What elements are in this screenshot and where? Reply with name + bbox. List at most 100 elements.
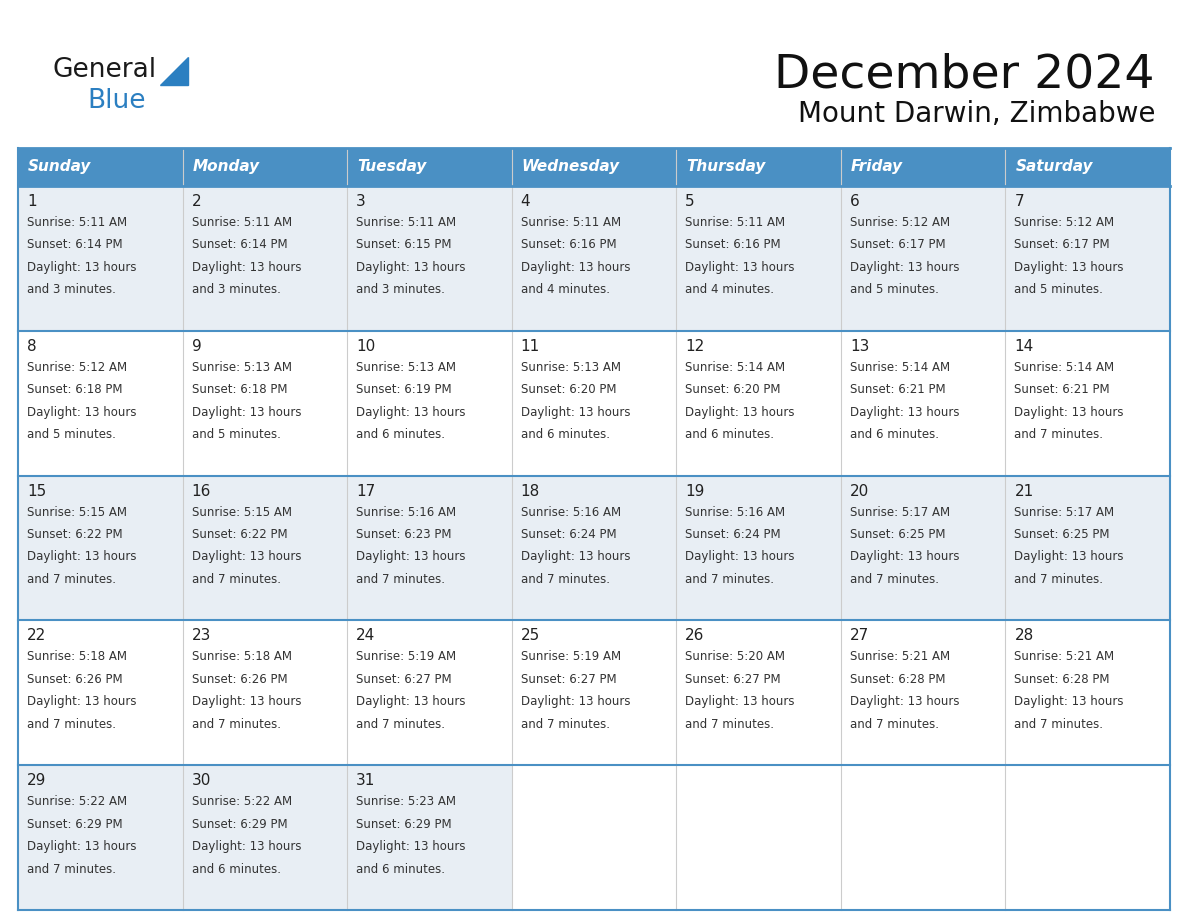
Text: Sunrise: 5:13 AM: Sunrise: 5:13 AM: [356, 361, 456, 374]
Text: 6: 6: [849, 194, 860, 209]
Text: Sunrise: 5:13 AM: Sunrise: 5:13 AM: [191, 361, 291, 374]
Text: Sunrise: 5:11 AM: Sunrise: 5:11 AM: [520, 216, 621, 229]
Text: Daylight: 13 hours: Daylight: 13 hours: [27, 695, 137, 709]
Text: 22: 22: [27, 629, 46, 644]
Text: Sunset: 6:16 PM: Sunset: 6:16 PM: [520, 239, 617, 252]
Text: 5: 5: [685, 194, 695, 209]
Text: and 4 minutes.: and 4 minutes.: [685, 284, 775, 297]
Bar: [841, 186, 1005, 330]
Text: Daylight: 13 hours: Daylight: 13 hours: [191, 551, 301, 564]
Text: Sunset: 6:14 PM: Sunset: 6:14 PM: [191, 239, 287, 252]
Text: and 5 minutes.: and 5 minutes.: [1015, 284, 1104, 297]
Text: 12: 12: [685, 339, 704, 353]
Text: Sunrise: 5:16 AM: Sunrise: 5:16 AM: [356, 506, 456, 519]
Text: and 6 minutes.: and 6 minutes.: [191, 863, 280, 876]
Text: Sunrise: 5:22 AM: Sunrise: 5:22 AM: [191, 795, 292, 808]
Text: Sunrise: 5:19 AM: Sunrise: 5:19 AM: [356, 650, 456, 664]
Bar: [512, 186, 676, 330]
Text: and 3 minutes.: and 3 minutes.: [356, 284, 446, 297]
Text: Sunrise: 5:18 AM: Sunrise: 5:18 AM: [27, 650, 127, 664]
Text: Thursday: Thursday: [687, 160, 765, 174]
Text: Sunset: 6:25 PM: Sunset: 6:25 PM: [1015, 528, 1110, 541]
Text: and 7 minutes.: and 7 minutes.: [27, 718, 116, 731]
Bar: [18, 330, 183, 476]
Text: Sunrise: 5:14 AM: Sunrise: 5:14 AM: [1015, 361, 1114, 374]
Text: 11: 11: [520, 339, 541, 353]
Text: Daylight: 13 hours: Daylight: 13 hours: [849, 261, 960, 274]
Text: Daylight: 13 hours: Daylight: 13 hours: [1015, 695, 1124, 709]
Text: Sunrise: 5:20 AM: Sunrise: 5:20 AM: [685, 650, 785, 664]
Text: and 7 minutes.: and 7 minutes.: [1015, 573, 1104, 586]
Text: Daylight: 13 hours: Daylight: 13 hours: [1015, 551, 1124, 564]
Text: Sunrise: 5:22 AM: Sunrise: 5:22 AM: [27, 795, 127, 808]
Text: and 5 minutes.: and 5 minutes.: [27, 428, 116, 442]
Text: Sunrise: 5:12 AM: Sunrise: 5:12 AM: [27, 361, 127, 374]
Text: Sunset: 6:28 PM: Sunset: 6:28 PM: [1015, 673, 1110, 686]
Text: and 6 minutes.: and 6 minutes.: [356, 428, 446, 442]
Text: 26: 26: [685, 629, 704, 644]
Bar: [841, 330, 1005, 476]
Text: Sunset: 6:29 PM: Sunset: 6:29 PM: [27, 818, 122, 831]
Bar: [18, 186, 183, 330]
Text: Sunset: 6:20 PM: Sunset: 6:20 PM: [520, 383, 617, 397]
Text: 28: 28: [1015, 629, 1034, 644]
Text: Daylight: 13 hours: Daylight: 13 hours: [191, 406, 301, 419]
Text: Daylight: 13 hours: Daylight: 13 hours: [356, 695, 466, 709]
Bar: [512, 476, 676, 621]
Text: Sunset: 6:26 PM: Sunset: 6:26 PM: [191, 673, 287, 686]
Text: Sunset: 6:27 PM: Sunset: 6:27 PM: [356, 673, 451, 686]
Bar: [512, 621, 676, 766]
Text: Sunrise: 5:18 AM: Sunrise: 5:18 AM: [191, 650, 291, 664]
Bar: [841, 148, 1005, 186]
Text: Sunset: 6:20 PM: Sunset: 6:20 PM: [685, 383, 781, 397]
Text: 1: 1: [27, 194, 37, 209]
Text: 29: 29: [27, 773, 46, 789]
Text: Sunset: 6:25 PM: Sunset: 6:25 PM: [849, 528, 946, 541]
Text: Sunrise: 5:12 AM: Sunrise: 5:12 AM: [849, 216, 950, 229]
Text: Daylight: 13 hours: Daylight: 13 hours: [520, 406, 630, 419]
Text: 25: 25: [520, 629, 541, 644]
Bar: [841, 621, 1005, 766]
Text: 14: 14: [1015, 339, 1034, 353]
Bar: [183, 148, 347, 186]
Text: Sunset: 6:21 PM: Sunset: 6:21 PM: [849, 383, 946, 397]
Bar: [1005, 330, 1170, 476]
Text: 13: 13: [849, 339, 870, 353]
Text: Sunset: 6:27 PM: Sunset: 6:27 PM: [685, 673, 781, 686]
Text: Sunday: Sunday: [29, 160, 91, 174]
Bar: [347, 186, 512, 330]
Text: Daylight: 13 hours: Daylight: 13 hours: [356, 551, 466, 564]
Text: Sunset: 6:16 PM: Sunset: 6:16 PM: [685, 239, 781, 252]
Bar: [183, 186, 347, 330]
Text: Tuesday: Tuesday: [358, 160, 426, 174]
Text: Saturday: Saturday: [1016, 160, 1093, 174]
Bar: [676, 330, 841, 476]
Text: Sunrise: 5:16 AM: Sunrise: 5:16 AM: [520, 506, 621, 519]
Text: Sunrise: 5:16 AM: Sunrise: 5:16 AM: [685, 506, 785, 519]
Text: 9: 9: [191, 339, 201, 353]
Text: Daylight: 13 hours: Daylight: 13 hours: [849, 551, 960, 564]
Text: Sunset: 6:17 PM: Sunset: 6:17 PM: [1015, 239, 1110, 252]
Bar: [676, 186, 841, 330]
Text: Sunrise: 5:21 AM: Sunrise: 5:21 AM: [849, 650, 950, 664]
Text: Sunrise: 5:12 AM: Sunrise: 5:12 AM: [1015, 216, 1114, 229]
Text: Sunrise: 5:23 AM: Sunrise: 5:23 AM: [356, 795, 456, 808]
Text: and 7 minutes.: and 7 minutes.: [1015, 428, 1104, 442]
Text: General: General: [52, 57, 156, 83]
Text: and 7 minutes.: and 7 minutes.: [191, 573, 280, 586]
Text: Sunset: 6:22 PM: Sunset: 6:22 PM: [27, 528, 122, 541]
Text: and 5 minutes.: and 5 minutes.: [849, 284, 939, 297]
Text: and 7 minutes.: and 7 minutes.: [685, 718, 775, 731]
Text: and 7 minutes.: and 7 minutes.: [1015, 718, 1104, 731]
Bar: [1005, 621, 1170, 766]
Text: Daylight: 13 hours: Daylight: 13 hours: [1015, 406, 1124, 419]
Text: Sunrise: 5:11 AM: Sunrise: 5:11 AM: [191, 216, 292, 229]
Text: Sunset: 6:15 PM: Sunset: 6:15 PM: [356, 239, 451, 252]
Bar: [183, 476, 347, 621]
Bar: [347, 621, 512, 766]
Polygon shape: [160, 57, 188, 85]
Text: 20: 20: [849, 484, 870, 498]
Text: Daylight: 13 hours: Daylight: 13 hours: [520, 551, 630, 564]
Text: Wednesday: Wednesday: [522, 160, 620, 174]
Text: 8: 8: [27, 339, 37, 353]
